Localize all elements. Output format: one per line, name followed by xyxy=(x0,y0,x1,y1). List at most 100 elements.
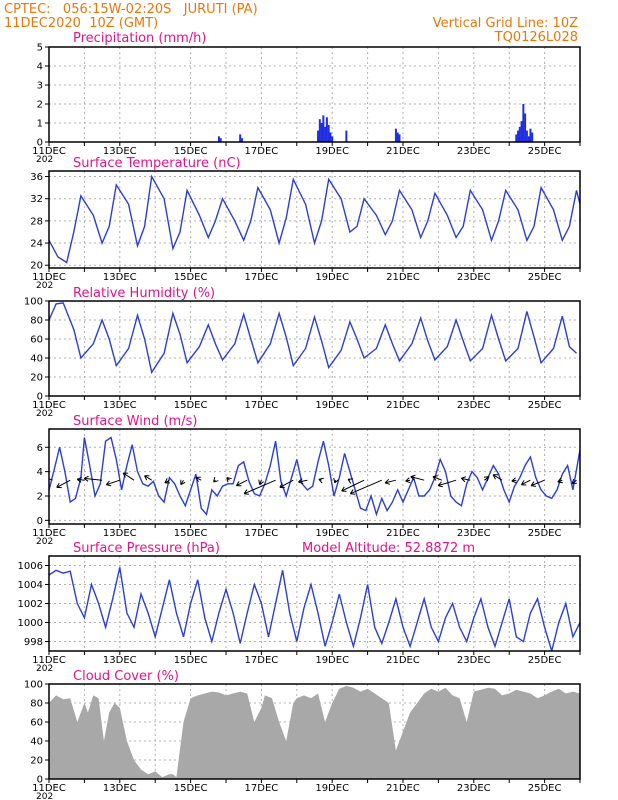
x-tick-label: 23DEC xyxy=(457,655,491,666)
x-tick-label: 13DEC xyxy=(103,783,137,794)
precip-bar xyxy=(318,119,321,142)
y-tick-label: 6 xyxy=(37,443,43,454)
x-tick-label: 19DEC xyxy=(315,400,349,411)
y-tick-label: 1004 xyxy=(18,580,43,591)
wind-vector xyxy=(333,477,339,484)
x-tick-label: 17DEC xyxy=(245,783,279,794)
model-altitude: Model Altitude: 52.8872 m xyxy=(302,541,475,556)
x-tick-label: 25DEC xyxy=(528,400,562,411)
precip-bar xyxy=(517,130,520,142)
panel-temp: 20 24 28 32 36 11DEC 13DEC 15DEC 17DEC 19DEC 21DEC… xyxy=(30,156,581,291)
y-tick-label: 4 xyxy=(37,62,43,73)
x-tick-label: 21DEC xyxy=(386,400,420,411)
precip-bar xyxy=(240,138,243,142)
panel-rh: 0 20 40 60 80 100 11DEC 13DEC 15DEC 17DEC 19DEC 21D… xyxy=(24,286,581,419)
y-tick-label: 0 xyxy=(37,516,43,527)
panel-frame xyxy=(48,46,581,143)
x-tick-label: 23DEC xyxy=(457,528,491,539)
cloud-title: Cloud Cover (%) xyxy=(73,669,179,684)
y-tick-label: 2 xyxy=(37,100,43,111)
precip-bar xyxy=(520,121,523,142)
precip-bar xyxy=(529,128,532,142)
panel-frame xyxy=(48,300,581,397)
precip-bar xyxy=(345,130,348,142)
precip-bar xyxy=(522,104,525,142)
precip-bar xyxy=(239,134,242,142)
y-tick-label: 0 xyxy=(37,138,43,149)
x-tick-label: 19DEC xyxy=(315,528,349,539)
x-tick-label: 21DEC xyxy=(386,655,420,666)
x-tick-label: 11DEC xyxy=(32,528,66,539)
wind-vector xyxy=(520,479,531,486)
x-tick-label: 15DEC xyxy=(174,272,208,283)
y-tick-label: 100 xyxy=(24,680,43,691)
y-tick-label: 100 xyxy=(24,297,43,308)
x-tick-label: 13DEC xyxy=(103,655,137,666)
year-label: 202 xyxy=(36,664,53,674)
x-tick-label: 19DEC xyxy=(315,146,349,157)
panel-frame xyxy=(48,428,581,525)
precip-bar xyxy=(324,126,327,142)
panel-frame xyxy=(48,683,581,780)
x-tick-label: 15DEC xyxy=(174,528,208,539)
x-tick-label: 13DEC xyxy=(103,272,137,283)
precip-bar xyxy=(531,132,534,142)
year-label: 202 xyxy=(36,281,53,291)
wind-vector xyxy=(49,478,53,481)
header-date: 11DEC2020 10Z (GMT) xyxy=(4,16,158,31)
press-line xyxy=(49,567,580,651)
y-tick-label: 3 xyxy=(37,81,43,92)
wind-vector xyxy=(571,478,577,485)
precip-bar xyxy=(327,124,330,142)
y-tick-label: 20 xyxy=(30,373,43,384)
wind-vector xyxy=(384,478,397,485)
wind-vector xyxy=(347,478,354,484)
x-tick-label: 21DEC xyxy=(386,272,420,283)
y-tick-label: 0 xyxy=(37,392,43,403)
wind-vector xyxy=(279,479,294,489)
precip-title: Precipitation (mm/h) xyxy=(73,31,206,46)
header-model: TQ0126L028 xyxy=(494,30,578,45)
rh-title: Relative Humidity (%) xyxy=(73,286,215,301)
wind-vector xyxy=(105,479,120,487)
wind-vector xyxy=(144,475,152,481)
wind-vector xyxy=(530,479,545,487)
precip-bar xyxy=(524,113,527,142)
x-tick-label: 21DEC xyxy=(386,783,420,794)
wind-vector xyxy=(243,479,276,495)
header-grid-note: Vertical Grid Line: 10Z xyxy=(433,16,578,31)
y-tick-label: 1 xyxy=(37,119,43,130)
x-tick-label: 25DEC xyxy=(528,655,562,666)
temp-line xyxy=(49,174,580,264)
x-tick-label: 23DEC xyxy=(457,272,491,283)
wind-vector xyxy=(56,479,71,489)
y-tick-label: 60 xyxy=(30,335,43,346)
x-tick-label: 11DEC xyxy=(32,146,66,157)
panel-press: 998 1000 1002 1004 1006 11DEC 13DEC 15DEC 17DEC 1… xyxy=(18,541,581,674)
wind-vector xyxy=(410,474,425,481)
wind-vector xyxy=(349,479,382,495)
x-tick-label: 13DEC xyxy=(103,146,137,157)
year-label: 202 xyxy=(36,792,53,800)
precip-bar xyxy=(396,132,399,142)
y-tick-label: 36 xyxy=(30,172,43,183)
wind-vector xyxy=(122,472,135,481)
y-tick-label: 5 xyxy=(37,43,43,54)
wind-vector xyxy=(195,476,202,482)
x-tick-label: 23DEC xyxy=(457,783,491,794)
y-tick-label: 20 xyxy=(30,756,43,767)
y-tick-label: 28 xyxy=(30,216,43,227)
y-tick-label: 1002 xyxy=(18,599,43,610)
press-title: Surface Pressure (hPa) xyxy=(73,541,220,556)
precip-bar xyxy=(325,117,328,142)
wind-vector xyxy=(341,479,365,492)
wind-vector xyxy=(483,476,490,482)
x-tick-label: 13DEC xyxy=(103,528,137,539)
y-tick-label: 20 xyxy=(30,261,43,272)
wind-vector xyxy=(557,477,563,484)
precip-bar xyxy=(329,132,332,142)
precip-bar xyxy=(398,134,401,142)
x-tick-label: 11DEC xyxy=(32,272,66,283)
wind-vector xyxy=(213,476,219,483)
wind-vector xyxy=(76,476,85,483)
